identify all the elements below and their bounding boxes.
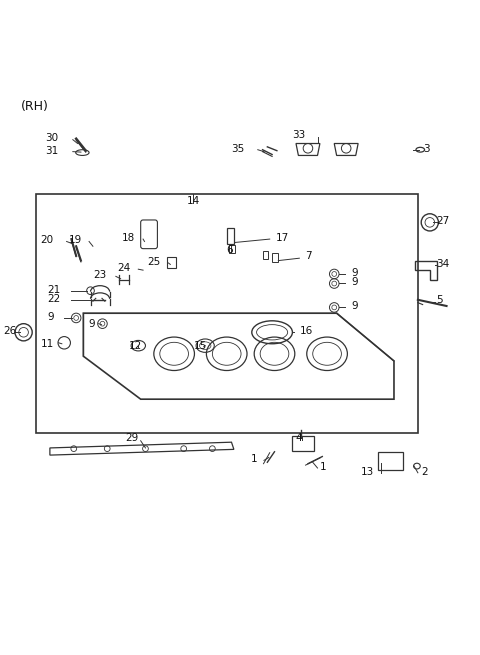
Text: 30: 30 [45,133,59,143]
Text: 16: 16 [300,326,312,336]
Text: 14: 14 [187,196,200,206]
Text: 25: 25 [147,257,161,267]
Text: 7: 7 [306,251,312,261]
Text: 18: 18 [122,233,135,242]
Text: 9: 9 [351,268,358,278]
Text: (RH): (RH) [21,100,49,113]
Text: 4: 4 [295,434,302,443]
Text: 17: 17 [276,233,288,242]
Text: 21: 21 [47,285,60,295]
Text: 2: 2 [422,467,428,477]
Text: 13: 13 [360,467,374,477]
Text: 3: 3 [424,143,430,154]
Text: 22: 22 [47,294,60,304]
Text: 27: 27 [436,216,449,227]
Text: 9: 9 [351,276,358,287]
Text: 1: 1 [251,454,258,464]
Text: 9: 9 [89,319,96,329]
Text: 15: 15 [194,341,207,350]
Text: 19: 19 [69,235,83,245]
Text: 9: 9 [47,312,54,322]
Text: 11: 11 [40,339,54,349]
Text: 5: 5 [436,295,443,305]
Text: 20: 20 [41,235,54,245]
FancyBboxPatch shape [36,194,418,433]
Text: 6: 6 [226,245,233,255]
Text: 1: 1 [320,462,326,472]
Text: 9: 9 [351,301,358,312]
Text: 26: 26 [3,326,16,336]
Text: 24: 24 [117,263,130,272]
Text: 31: 31 [45,145,59,156]
Text: 33: 33 [292,130,305,140]
Text: 34: 34 [436,259,449,269]
Text: 23: 23 [93,270,106,280]
Text: 29: 29 [125,434,139,443]
Text: 35: 35 [232,143,245,154]
Text: 12: 12 [128,341,142,350]
